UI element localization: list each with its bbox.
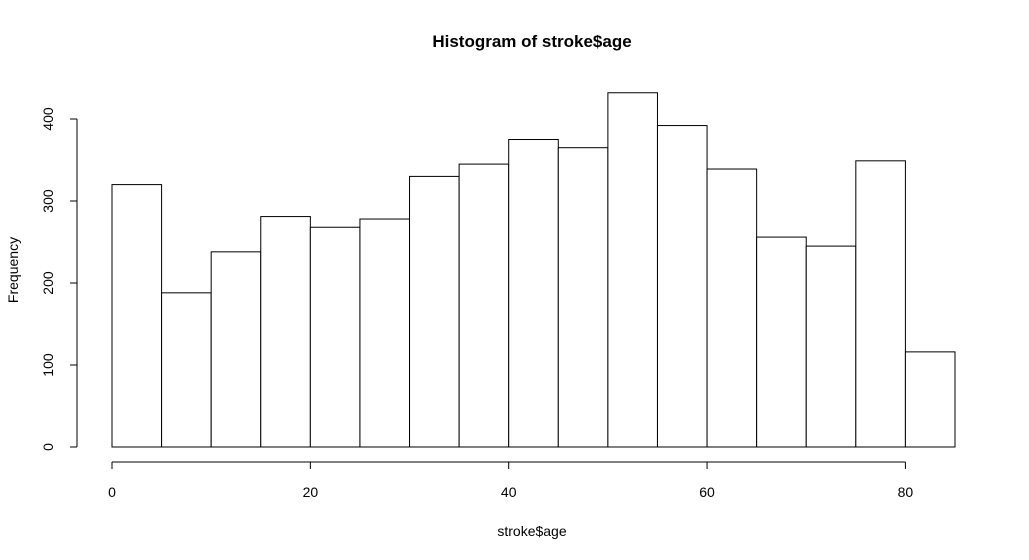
- histogram-bar: [111, 184, 163, 448]
- y-tick-label: 200: [40, 271, 56, 295]
- y-tick-label: 100: [40, 353, 56, 377]
- histogram-bar: [607, 92, 658, 448]
- histogram-bar: [855, 160, 906, 448]
- x-tick-label: 20: [303, 484, 319, 500]
- y-tick-label: 400: [40, 107, 56, 131]
- x-tick-label: 0: [108, 484, 116, 500]
- x-axis: 0 20 40 60 80: [108, 461, 914, 500]
- bars-group: [111, 92, 956, 448]
- x-tick-label: 40: [501, 484, 517, 500]
- x-tick-label: 80: [898, 484, 914, 500]
- histogram-bar: [706, 168, 758, 448]
- x-tick-label: 60: [699, 484, 715, 500]
- chart-title: Histogram of stroke$age: [432, 32, 631, 51]
- histogram-bar: [458, 163, 510, 448]
- y-axis-label: Frequency: [5, 237, 21, 303]
- y-axis: 0 100 200 300 400: [40, 107, 78, 451]
- histogram-bar: [656, 125, 708, 448]
- histogram-bar: [161, 292, 212, 448]
- histogram-bar: [210, 251, 262, 448]
- histogram-bar: [904, 351, 956, 448]
- histogram-bar: [805, 245, 857, 448]
- histogram-bar: [260, 216, 311, 448]
- x-axis-label: stroke$age: [497, 523, 566, 539]
- histogram-bar: [557, 147, 609, 448]
- histogram-bar: [409, 175, 460, 448]
- histogram-bar: [359, 218, 411, 448]
- y-tick-label: 300: [40, 189, 56, 213]
- histogram-bar: [309, 226, 361, 448]
- y-tick-label: 0: [40, 443, 56, 451]
- histogram-bar: [756, 236, 807, 448]
- histogram-bar: [508, 139, 559, 448]
